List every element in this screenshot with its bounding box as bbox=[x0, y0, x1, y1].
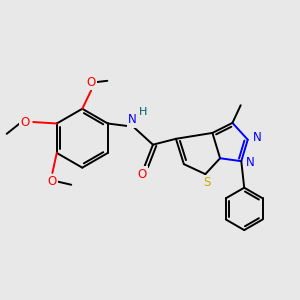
Text: H: H bbox=[139, 107, 147, 117]
Text: N: N bbox=[253, 131, 262, 144]
Text: O: O bbox=[48, 175, 57, 188]
Text: S: S bbox=[203, 176, 211, 189]
Text: O: O bbox=[20, 116, 30, 128]
Text: N: N bbox=[128, 113, 137, 127]
Text: O: O bbox=[138, 168, 147, 181]
Text: O: O bbox=[86, 76, 96, 89]
Text: N: N bbox=[246, 156, 254, 169]
